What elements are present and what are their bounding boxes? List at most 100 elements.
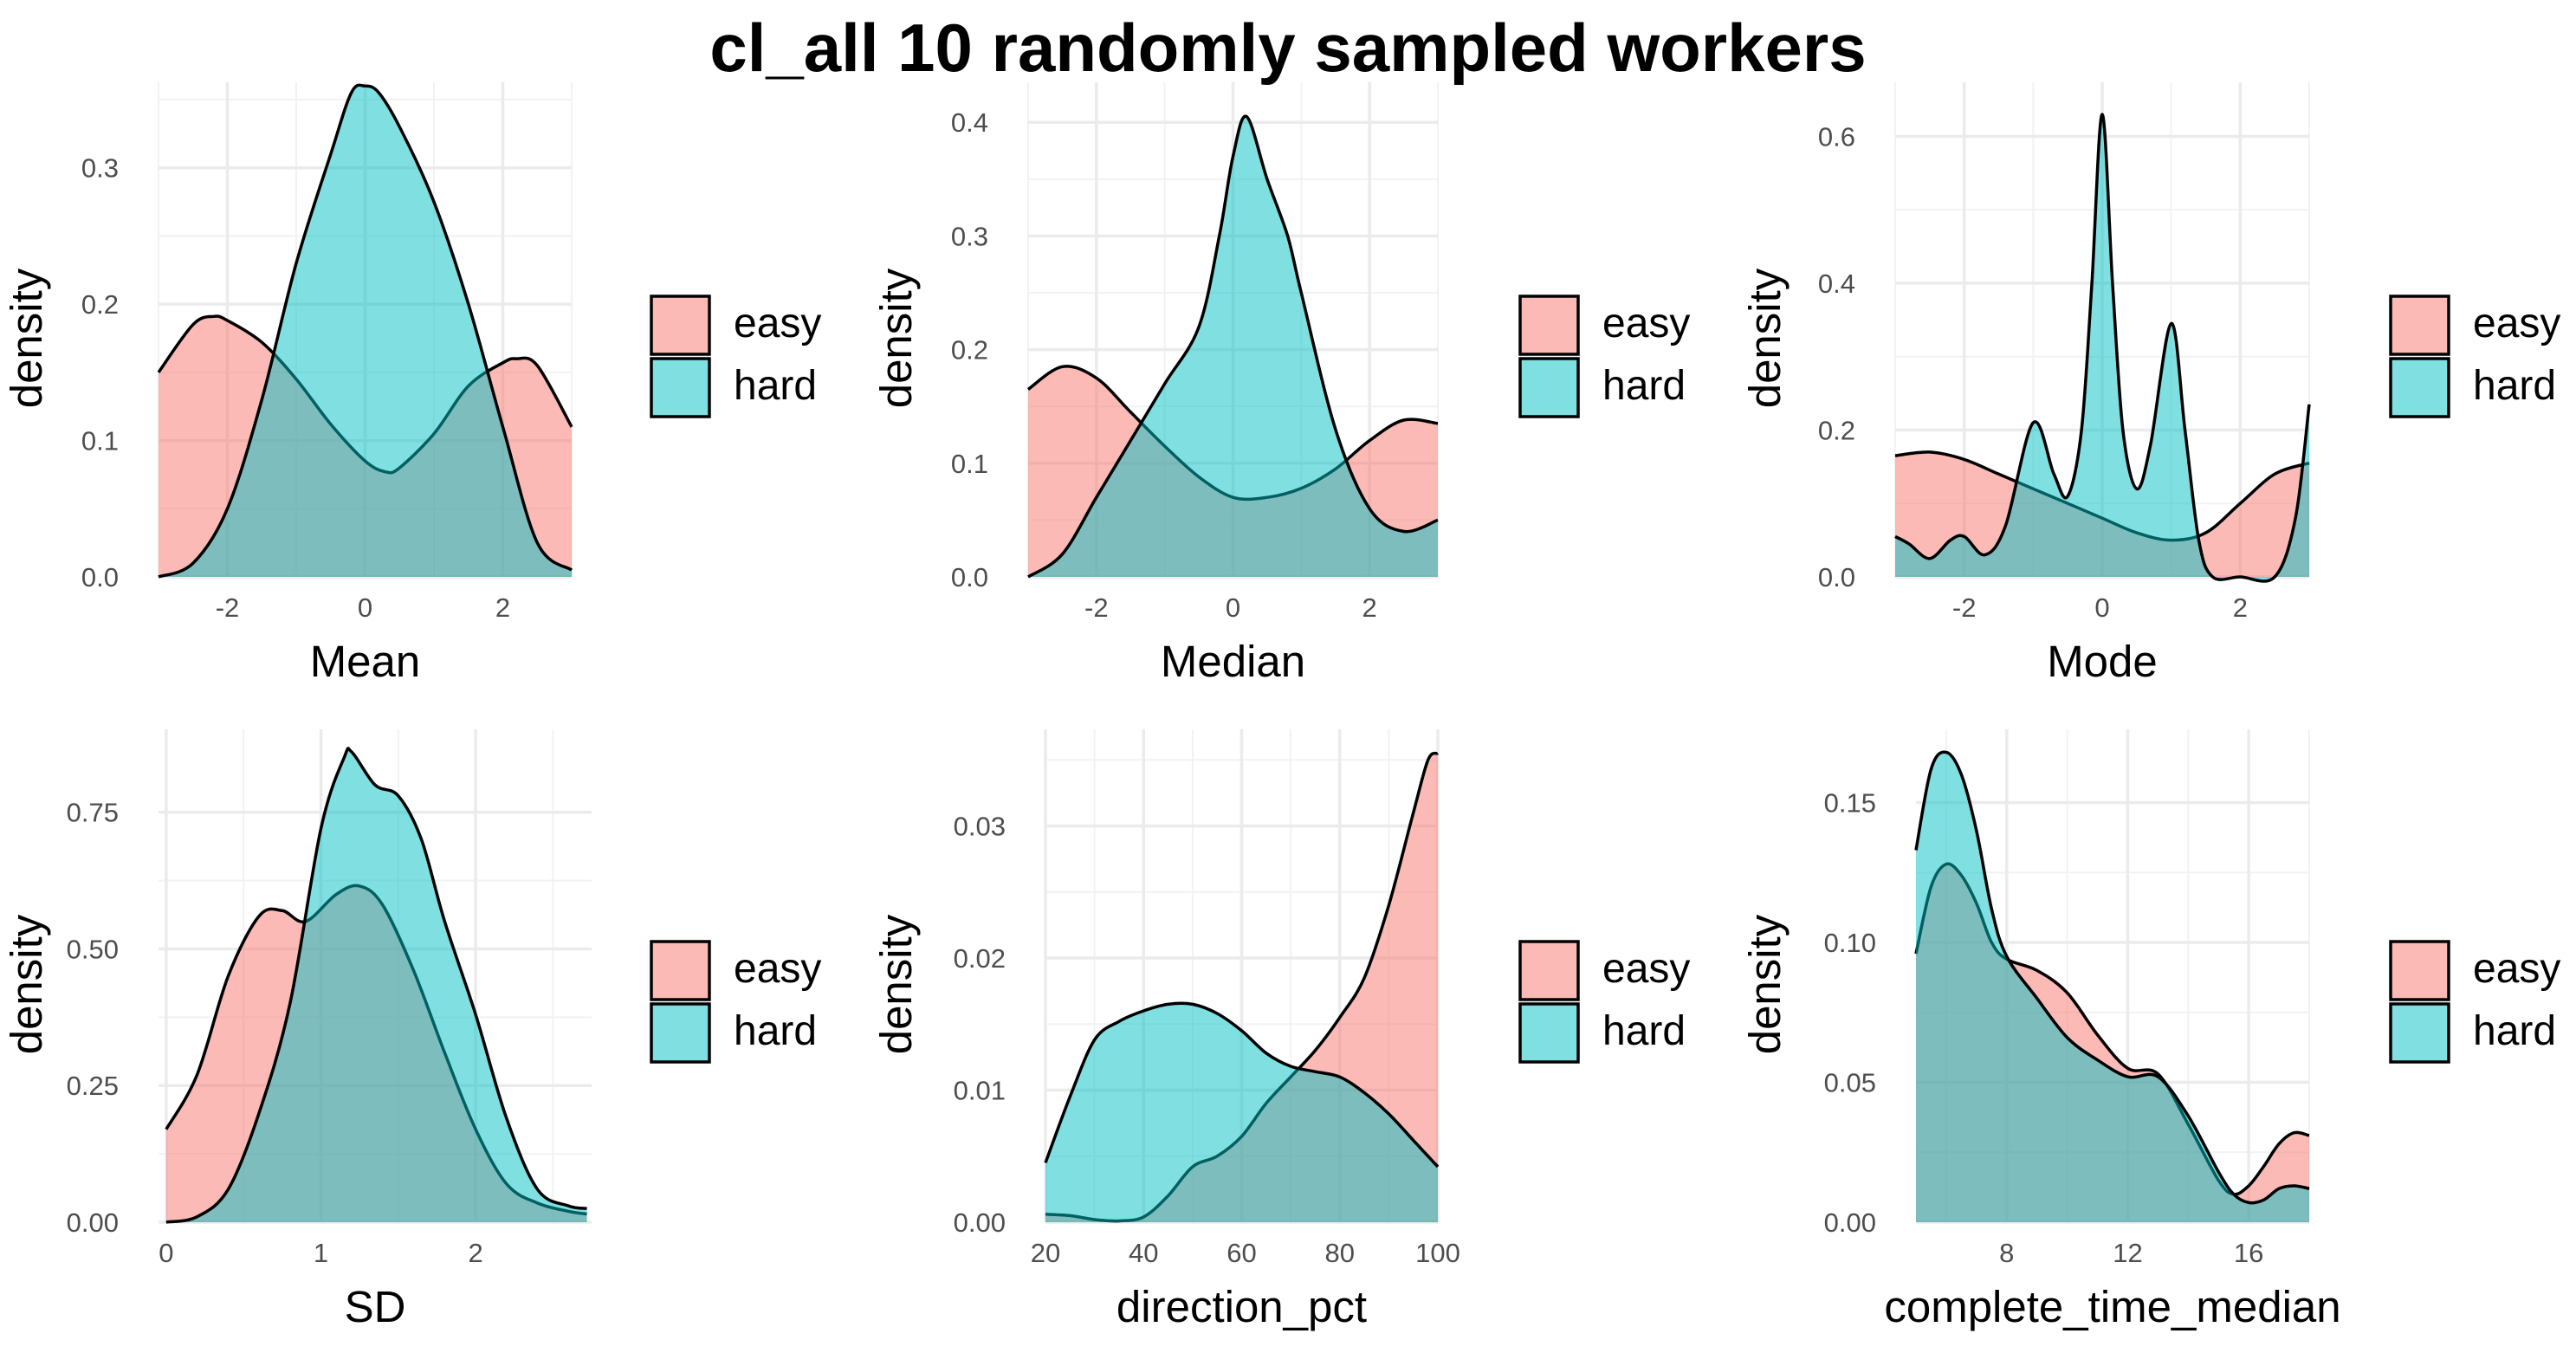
legend-label-hard: hard	[1602, 1008, 1686, 1054]
legend-label-hard: hard	[734, 363, 817, 409]
x-tick-label: -2	[1084, 592, 1109, 623]
legend-key-hard	[1518, 357, 1580, 418]
x-tick-label: 100	[1415, 1238, 1460, 1268]
density-line-hard	[165, 747, 587, 1224]
x-tick-label: 2	[1362, 592, 1377, 623]
density-line-hard	[1894, 113, 2311, 583]
y-tick-label: 0.00	[67, 1207, 119, 1238]
x-tick-label: -2	[216, 592, 240, 623]
x-tick-label: 40	[1129, 1238, 1158, 1268]
y-axis-title: density	[871, 268, 921, 408]
density-line-hard	[1027, 114, 1439, 579]
facet-panel-sd: 0 1 2 0.00 0.25 0.50 0.75 SD density easy hard	[2, 729, 821, 1331]
facet-panel-complete-time-median: 8 12 16 0.00 0.05 0.10 0.15 complete_time_media…	[1740, 729, 2560, 1331]
y-tick-label: 0.2	[1818, 415, 1855, 445]
x-tick-label: 0	[159, 1238, 173, 1268]
y-tick-label: 0.4	[1818, 269, 1855, 299]
density-area-hard	[165, 748, 587, 1222]
legend-label-hard: hard	[2473, 1008, 2556, 1054]
density-area-hard	[159, 85, 572, 577]
x-axis-title: Median	[1161, 637, 1305, 686]
y-tick-label: 0.75	[67, 798, 119, 828]
legend-key-easy	[650, 940, 711, 1001]
y-tick-label: 0.50	[67, 934, 119, 964]
legend-key-easy	[650, 295, 711, 356]
density-line-hard	[1044, 1001, 1440, 1168]
x-tick-label: 1	[314, 1238, 328, 1268]
x-axis-title: SD	[345, 1282, 406, 1331]
facet-panel-mode: -2 0 2 0.0 0.2 0.4 0.6 Mode density easy hard	[1740, 82, 2560, 686]
y-tick-label: 0.00	[1824, 1207, 1876, 1238]
legend-label-easy: easy	[1602, 301, 1690, 346]
y-tick-label: 0.1	[81, 426, 119, 456]
x-tick-label: 80	[1325, 1238, 1355, 1268]
figure-title: cl_all 10 randomly sampled workers	[709, 10, 1867, 86]
legend-key-easy	[1518, 940, 1580, 1001]
x-axis-title: Mode	[2047, 637, 2158, 686]
y-tick-label: 0.2	[951, 335, 988, 366]
density-line-hard	[158, 83, 573, 579]
y-tick-label: 0.6	[1818, 121, 1855, 152]
y-tick-label: 0.0	[1818, 562, 1855, 592]
y-tick-label: 0.15	[1824, 788, 1876, 819]
y-axis-title: density	[1740, 268, 1790, 408]
density-line-hard	[1914, 750, 2310, 1205]
x-axis-title: Mean	[310, 637, 421, 686]
density-area-hard	[1045, 1003, 1438, 1222]
y-axis-title: density	[2, 914, 51, 1054]
x-tick-label: -2	[1952, 592, 1977, 623]
y-tick-label: 0.0	[951, 562, 988, 592]
x-axis-title: direction_pct	[1116, 1282, 1367, 1331]
legend-label-easy: easy	[1602, 946, 1690, 992]
x-tick-label: 0	[1226, 592, 1240, 623]
y-tick-label: 0.02	[954, 943, 1006, 974]
y-tick-label: 0.1	[951, 449, 988, 479]
y-tick-label: 0.0	[81, 562, 119, 592]
legend-key-hard	[2389, 357, 2450, 418]
x-tick-label: 2	[495, 592, 510, 623]
x-tick-label: 16	[2234, 1238, 2263, 1268]
facet-panel-median: -2 0 2 0.0 0.1 0.2 0.3 0.4 Median density easy hard	[871, 82, 1690, 686]
x-tick-label: 0	[358, 592, 372, 623]
x-tick-label: 8	[1999, 1238, 2014, 1268]
x-tick-label: 12	[2113, 1238, 2142, 1268]
facet-panel-direction-pct: 20 40 60 80 100 0.00 0.01 0.02 0.03 direction_pct…	[871, 729, 1690, 1331]
y-axis-title: density	[1740, 914, 1790, 1054]
y-tick-label: 0.01	[954, 1076, 1006, 1106]
legend-label-easy: easy	[2473, 946, 2560, 992]
x-axis-title: complete_time_median	[1884, 1282, 2340, 1331]
legend-label-hard: hard	[734, 1008, 817, 1054]
y-tick-label: 0.00	[954, 1207, 1006, 1238]
y-tick-label: 0.3	[81, 153, 119, 184]
x-tick-label: 2	[468, 1238, 482, 1268]
y-axis-title: density	[2, 268, 51, 408]
legend-key-hard	[650, 1002, 711, 1064]
density-area-hard	[1916, 752, 2309, 1222]
legend-label-easy: easy	[2473, 301, 2560, 346]
y-tick-label: 0.10	[1824, 928, 1876, 958]
density-area-hard	[1895, 114, 2309, 582]
y-tick-label: 0.05	[1824, 1068, 1876, 1098]
y-tick-label: 0.03	[954, 812, 1006, 842]
x-tick-label: 0	[2094, 592, 2109, 623]
legend-key-easy	[2389, 295, 2450, 356]
y-tick-label: 0.4	[951, 107, 988, 138]
legend-label-hard: hard	[2473, 363, 2556, 409]
legend-label-hard: hard	[1602, 363, 1686, 409]
density-area-hard	[1028, 116, 1438, 578]
x-tick-label: 2	[2233, 592, 2248, 623]
legend-key-hard	[2389, 1002, 2450, 1064]
y-tick-label: 0.25	[67, 1071, 119, 1101]
legend-key-easy	[2389, 940, 2450, 1001]
y-tick-label: 0.2	[81, 289, 119, 320]
y-axis-title: density	[871, 914, 921, 1054]
x-tick-label: 20	[1031, 1238, 1060, 1268]
legend-key-easy	[1518, 295, 1580, 356]
legend-key-hard	[1518, 1002, 1580, 1064]
legend-label-easy: easy	[734, 946, 821, 992]
legend-label-easy: easy	[734, 301, 821, 346]
facet-panel-mean: -2 0 2 0.0 0.1 0.2 0.3 Mean density easy hard	[2, 82, 821, 686]
legend-key-hard	[650, 357, 711, 418]
